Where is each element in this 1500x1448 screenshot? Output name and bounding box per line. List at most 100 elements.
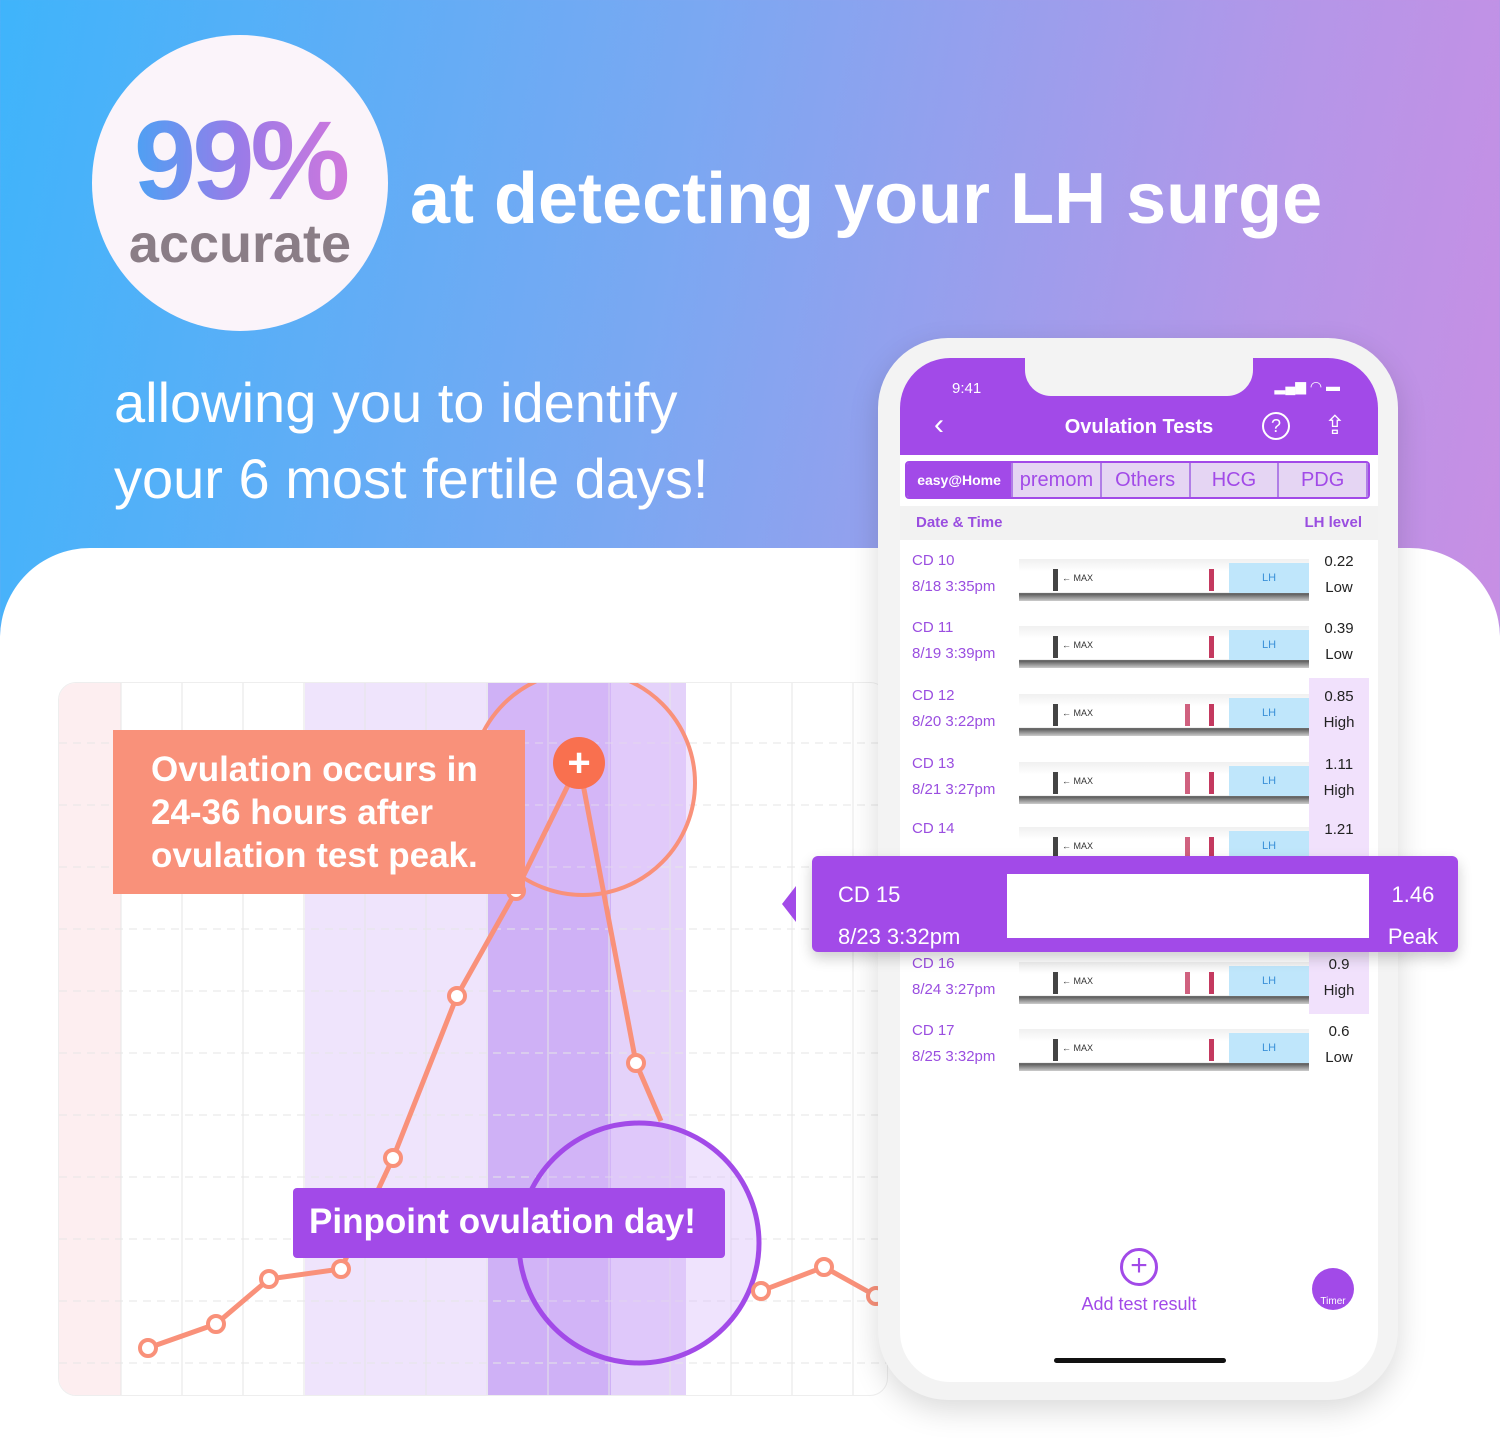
peak-cd: CD 15 <box>838 882 901 907</box>
test-strip: ← MAX LH <box>1019 694 1309 736</box>
tab-premom[interactable]: premom <box>1013 463 1102 497</box>
lh-value: 1.11 <box>1324 756 1354 773</box>
lh-value: 0.9 <box>1328 956 1350 973</box>
timer-label: Timer <box>1320 1296 1346 1307</box>
data-point <box>138 1338 158 1358</box>
strip-brand: LH <box>1229 563 1309 593</box>
test-line <box>1185 837 1190 859</box>
lh-value: 0.6 <box>1328 1023 1350 1040</box>
lh-label: High <box>1323 982 1355 999</box>
data-point <box>626 1053 646 1073</box>
level-column: LH level <box>1304 514 1362 531</box>
add-test-result-button[interactable]: + Add test result <box>900 1248 1378 1315</box>
cycle-day: CD 17 <box>912 1022 955 1039</box>
pink-band <box>59 683 121 1395</box>
test-line <box>1185 704 1190 726</box>
cycle-day: CD 14 <box>912 820 955 837</box>
strip-handle <box>1053 772 1058 794</box>
accuracy-badge: 99% accurate <box>92 35 388 331</box>
back-icon[interactable]: ‹ <box>934 408 944 441</box>
tab-others[interactable]: Others <box>1101 463 1191 497</box>
strip-brand: LH <box>1229 766 1309 796</box>
subline: allowing you to identify your 6 most fer… <box>114 365 708 517</box>
strip-max-label: ← MAX <box>1062 708 1094 718</box>
cycle-day: CD 11 <box>912 619 954 636</box>
status-time: 9:41 <box>952 380 982 397</box>
strip-handle <box>1053 704 1058 726</box>
strip-brand: LH <box>1229 966 1309 996</box>
peak-date: CD 15 8/23 3:32pm <box>838 874 960 958</box>
data-point <box>259 1269 279 1289</box>
subline-2: your 6 most fertile days! <box>114 447 709 510</box>
lh-value: 0.22 <box>1324 553 1354 570</box>
cycle-day: CD 16 <box>912 955 955 972</box>
lh-level: 0.85 High <box>1309 678 1369 746</box>
test-time: 8/19 3:39pm <box>912 645 996 662</box>
timer-button[interactable]: Timer <box>1312 1268 1354 1310</box>
strip-brand: LH <box>1229 630 1309 660</box>
row-date: CD 11 8/19 3:39pm <box>912 615 995 667</box>
help-icon[interactable]: ? <box>1262 412 1290 440</box>
plus-icon: + <box>567 741 590 785</box>
test-row[interactable]: CD 10 8/18 3:35pm ← MAX LH 0.22 Low <box>900 548 1378 614</box>
data-point <box>447 986 467 1006</box>
strip-max-label: ← MAX <box>1062 573 1094 583</box>
lh-value: 1.21 <box>1324 821 1354 838</box>
cycle-day: CD 13 <box>912 755 955 772</box>
lh-label: High <box>1323 714 1355 731</box>
data-point <box>383 1148 403 1168</box>
tab-hcg[interactable]: HCG <box>1190 463 1280 497</box>
lh-level: 0.22 Low <box>1309 543 1369 611</box>
test-row[interactable]: CD 11 8/19 3:39pm ← MAX LH 0.39 Low <box>900 615 1378 681</box>
peak-label: Peak <box>1387 924 1438 949</box>
ovulation-callout: Ovulation occurs in 24-36 hours after ov… <box>113 730 525 894</box>
lh-level: 0.6 Low <box>1309 1013 1369 1081</box>
lh-line <box>147 755 664 1351</box>
page-title: Ovulation Tests <box>1064 416 1214 438</box>
control-line <box>1209 1039 1214 1061</box>
row-date: CD 10 8/18 3:35pm <box>912 548 995 600</box>
control-line <box>1209 972 1214 994</box>
strip-max-label: ← MAX <box>1062 976 1094 986</box>
test-time: 8/24 3:27pm <box>912 981 996 998</box>
control-line <box>1209 569 1214 591</box>
headline: at detecting your LH surge <box>410 159 1323 239</box>
control-line <box>1209 837 1214 859</box>
tab-pdg[interactable]: PDG <box>1279 463 1368 497</box>
tab-easyhome[interactable]: easy@Home <box>907 463 1014 497</box>
test-row[interactable]: CD 12 8/20 3:22pm ← MAX LH 0.85 High <box>900 678 1378 749</box>
lh-label: Low <box>1325 579 1353 596</box>
data-point <box>206 1314 226 1334</box>
add-test-label: Add test result <box>1081 1294 1197 1314</box>
fertile-band-2 <box>611 683 686 1395</box>
signal-wifi-battery-icon: ▂▄▆ ◠ ▬ <box>1274 378 1340 394</box>
share-icon[interactable]: ⇪ <box>1324 410 1346 440</box>
strip-max-label: ← MAX <box>1062 1043 1094 1053</box>
lh-value: 0.39 <box>1324 620 1354 637</box>
test-row[interactable]: CD 13 8/21 3:27pm ← MAX LH 1.11 High <box>900 746 1378 817</box>
test-time: 8/20 3:22pm <box>912 713 996 730</box>
strip-max-label: ← MAX <box>1062 776 1094 786</box>
cycle-day: CD 12 <box>912 687 955 704</box>
peak-row[interactable]: CD 15 8/23 3:32pm 1.46 Peak <box>782 856 1458 952</box>
accuracy-percent: 99% <box>92 105 388 217</box>
test-time: 8/21 3:27pm <box>912 781 996 798</box>
test-row[interactable]: CD 16 8/24 3:27pm ← MAX LH 0.9 High <box>900 946 1378 1017</box>
test-time: 8/18 3:35pm <box>912 578 996 595</box>
nav-bar: 9:41 ▂▄▆ ◠ ▬ ‹ Ovulation Tests ? ⇪ <box>900 358 1378 455</box>
strip-max-label: ← MAX <box>1062 841 1094 851</box>
data-point <box>751 1281 771 1301</box>
strip-max-label: ← MAX <box>1062 640 1094 650</box>
column-header: Date & Time LH level <box>900 506 1378 540</box>
plus-icon: + <box>1120 1248 1158 1286</box>
test-row[interactable]: CD 17 8/25 3:32pm ← MAX LH 0.6 Low <box>900 1018 1378 1084</box>
peak-marker <box>553 737 605 789</box>
test-strip: ← MAX LH <box>1019 1029 1309 1071</box>
lh-label: Low <box>1325 646 1353 663</box>
date-column: Date & Time <box>916 514 1003 531</box>
strip-handle <box>1053 569 1058 591</box>
peak-level: 1.46 Peak <box>1388 874 1438 958</box>
test-line <box>1185 772 1190 794</box>
control-line <box>1209 636 1214 658</box>
lh-value: 0.85 <box>1324 688 1354 705</box>
